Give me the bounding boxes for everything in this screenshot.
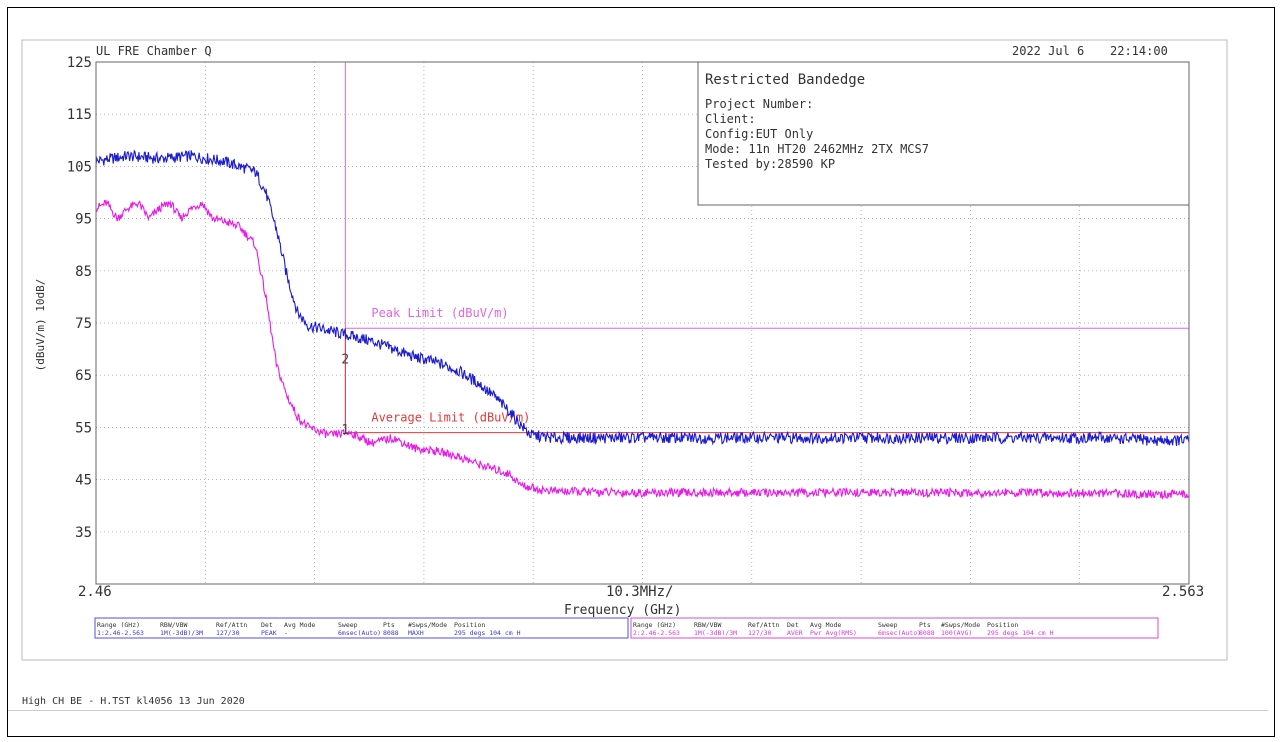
y-tick-label: 115 [67,107,92,123]
settings-header: Position [454,621,485,629]
settings-header: Avg Mode [810,621,841,629]
info-line: Project Number: [705,97,813,111]
x-span-label: 10.3MHz/ [606,584,673,600]
footer-divider [8,710,1268,711]
x-start-label: 2.46 [78,584,112,600]
settings-value: 295 degs 104 cm H [454,629,521,637]
info-line: Config:EUT Only [705,127,813,141]
settings-header: Sweep [338,621,358,629]
settings-value: 6msec(Auto) [338,629,381,637]
settings-value: 1M(-3dB)/3M [694,629,737,637]
settings-value: AVER [787,629,803,637]
settings-header: Range (GHz) [97,621,140,629]
settings-header: RBW/VBW [160,621,187,629]
y-tick-label: 75 [75,316,92,332]
header-time: 22:14:00 [1110,44,1168,58]
trace-line [95,199,1190,500]
info-line: Client: [705,112,756,126]
info-line: Mode: 11n HT20 2462MHz 2TX MCS7 [705,142,929,156]
y-tick-labels: 125 115 105 95 85 75 65 55 45 35 [67,55,92,541]
trace-series [95,149,1190,500]
x-end-label: 2.563 [1162,584,1204,600]
trace-markers: 21 [341,353,349,438]
plot-area-border [95,61,1190,585]
settings-magenta-frame [630,617,1159,639]
marker-label: 1 [341,423,349,438]
y-tick-label: 105 [67,159,92,175]
settings-value: 6msec(Auto) [878,629,921,637]
header-left: UL FRE Chamber Q [96,44,212,58]
settings-header: Ref/Attn [748,621,779,629]
trace-line [95,149,1190,446]
info-box-frame [697,61,1190,206]
settings-table: Range (GHz) RBW/VBW Ref/Attn Det Avg Mode Swe… [94,617,1159,639]
x-axis-label: Frequency (GHz) [564,603,681,618]
settings-value: 8088 [919,629,935,637]
y-tick-label: 45 [75,473,92,489]
settings-header: Det [261,621,273,629]
settings-header: Ref/Attn [216,621,247,629]
y-tick-label: 35 [75,525,92,541]
footer-text: High CH BE - H.TST kl4056 13 Jun 2020 [22,696,245,707]
y-axis-label: (dBuV/m) 10dB/ [34,279,47,372]
plot-frame [7,7,1275,737]
settings-value: 1:2.46-2.563 [97,629,144,637]
settings-header: Range (GHz) [633,621,676,629]
settings-value: 8088 [383,629,399,637]
y-tick-label: 95 [75,212,92,228]
header-date: 2022 Jul 6 [1012,44,1084,58]
settings-value: 1M(-3dB)/3M [160,629,203,637]
settings-blue: Range (GHz) RBW/VBW Ref/Attn Det Avg Mode Swe… [97,621,521,637]
settings-header: Pts [383,621,395,629]
settings-value: 127/30 [748,629,772,637]
limit-label: Peak Limit (dBuV/m) [371,306,508,320]
settings-value: 2:2.46-2.563 [633,629,680,637]
settings-header: Pts [919,621,931,629]
y-tick-label: 125 [67,55,92,71]
settings-value: 127/30 [216,629,240,637]
settings-blue-frame [94,617,629,639]
settings-value: Pwr Avg(RMS) [810,629,857,637]
limit-lines: Peak Limit (dBuV/m) Average Limit (dBuV/m… [344,62,1189,434]
info-line: Tested by:28590 KP [705,157,835,171]
settings-header: Position [987,621,1018,629]
y-tick-label: 65 [75,368,92,384]
settings-value: 295 degs 104 cm H [987,629,1054,637]
settings-header: #Swps/Mode [408,621,447,629]
settings-header: #Swps/Mode [941,621,980,629]
y-tick-label: 85 [75,264,92,280]
settings-header: RBW/VBW [694,621,721,629]
settings-magenta: Range (GHz) RBW/VBW Ref/Attn Det Avg Mode Swe… [633,621,1054,637]
limit-label: Average Limit (dBuV/m) [371,411,530,425]
settings-header: Avg Mode [284,621,315,629]
info-box-title: Restricted Bandedge [705,72,865,88]
settings-value: PEAK [261,629,277,637]
settings-value: - [284,629,288,637]
plot-outer-border [21,39,1228,661]
settings-value: 100(AVG) [941,629,972,637]
info-box: Restricted Bandedge Project Number: Clie… [697,61,1190,206]
y-tick-label: 55 [75,420,92,436]
settings-value: MAXH [408,629,424,637]
marker-label: 2 [341,353,349,368]
settings-header: Sweep [878,621,898,629]
settings-header: Det [787,621,799,629]
